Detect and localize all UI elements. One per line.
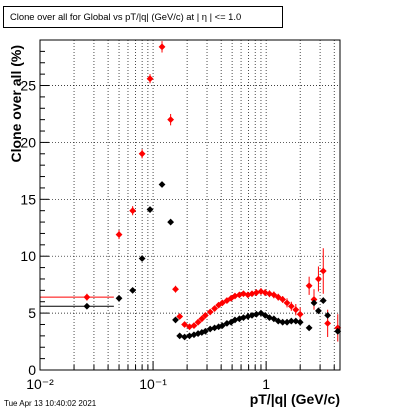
data-point bbox=[198, 315, 206, 323]
data-point bbox=[305, 282, 313, 290]
y-tick-label: 5 bbox=[28, 305, 36, 321]
data-point bbox=[138, 150, 146, 158]
data-point bbox=[190, 331, 198, 339]
y-tick-label: 10 bbox=[20, 248, 36, 264]
data-point bbox=[315, 307, 322, 315]
data-point bbox=[334, 327, 342, 335]
data-point bbox=[305, 324, 313, 332]
data-point bbox=[181, 333, 188, 341]
data-point bbox=[176, 313, 184, 320]
data-point bbox=[211, 324, 218, 332]
data-point bbox=[176, 332, 184, 340]
data-point bbox=[215, 301, 223, 309]
data-point bbox=[279, 318, 287, 326]
data-point bbox=[324, 311, 332, 319]
data-point bbox=[146, 206, 154, 213]
y-axis-label: Clone over all (%) bbox=[8, 45, 24, 162]
data-point bbox=[310, 296, 318, 303]
data-point bbox=[218, 322, 226, 330]
x-tick-label: 1 bbox=[262, 376, 270, 392]
data-point bbox=[194, 318, 202, 326]
data-point bbox=[283, 299, 291, 307]
data-point bbox=[115, 294, 123, 302]
data-point bbox=[279, 296, 287, 303]
data-point bbox=[287, 317, 295, 325]
data-point bbox=[310, 299, 318, 307]
x-tick-label: 10⁻² bbox=[26, 376, 54, 392]
chart-title: Clone over all for Global vs pT/|q| (GeV… bbox=[3, 6, 283, 28]
grid-lines bbox=[39, 40, 340, 370]
y-tick-label: 20 bbox=[20, 134, 36, 150]
x-tick-label: 10⁻¹ bbox=[139, 376, 167, 392]
y-tick-label: 0 bbox=[28, 362, 36, 378]
data-point bbox=[83, 293, 91, 301]
data-point bbox=[146, 75, 154, 83]
data-point bbox=[129, 207, 137, 215]
data-point bbox=[186, 332, 193, 340]
data-point bbox=[211, 305, 218, 312]
data-point bbox=[158, 181, 166, 188]
data-point bbox=[218, 299, 226, 307]
data-point bbox=[231, 316, 239, 324]
data-point bbox=[172, 316, 179, 324]
y-tick-label: 25 bbox=[20, 78, 36, 94]
data-point bbox=[129, 286, 137, 294]
data-point bbox=[252, 310, 260, 318]
data-point bbox=[83, 302, 91, 310]
data-point bbox=[206, 325, 214, 333]
data-point bbox=[201, 327, 209, 335]
data-point bbox=[292, 317, 300, 325]
x-axis-label: pT/|q| (GeV/c) bbox=[250, 391, 340, 407]
data-point bbox=[319, 297, 327, 304]
timestamp: Tue Apr 13 10:40:02 2021 bbox=[4, 399, 97, 408]
data-point bbox=[181, 321, 188, 328]
data-point bbox=[206, 308, 214, 316]
data-point bbox=[319, 267, 327, 275]
series-black bbox=[40, 181, 342, 341]
data-point bbox=[190, 322, 198, 330]
y-tick-label: 15 bbox=[20, 191, 36, 207]
data-point bbox=[324, 319, 332, 327]
data-point bbox=[158, 43, 166, 51]
data-point bbox=[167, 116, 175, 124]
data-point bbox=[201, 311, 209, 319]
data-point bbox=[172, 285, 179, 293]
data-point bbox=[315, 275, 322, 283]
data-point bbox=[240, 314, 247, 322]
data-point bbox=[296, 318, 304, 326]
data-point bbox=[115, 231, 123, 238]
series-red bbox=[40, 41, 342, 342]
data-point bbox=[231, 292, 239, 300]
data-point bbox=[334, 324, 342, 332]
data-point bbox=[167, 218, 175, 226]
data-point bbox=[235, 291, 243, 299]
data-point bbox=[287, 302, 295, 310]
data-point bbox=[240, 290, 247, 298]
data-point bbox=[252, 289, 260, 297]
plot-frame bbox=[39, 39, 341, 371]
data-point bbox=[227, 318, 235, 326]
data-point bbox=[296, 310, 304, 318]
data-point bbox=[292, 306, 300, 314]
data-points bbox=[40, 41, 342, 342]
data-point bbox=[244, 291, 252, 299]
data-point bbox=[138, 255, 146, 262]
